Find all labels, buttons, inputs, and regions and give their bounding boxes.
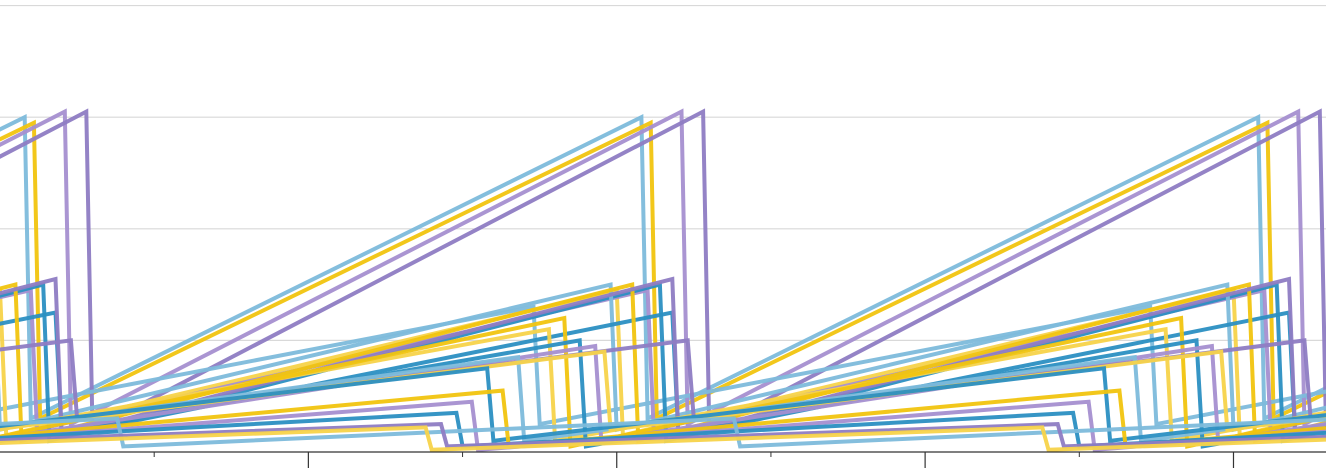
gridlines (0, 4, 1326, 341)
series-line-3 (0, 108, 1326, 428)
series-line-13 (0, 326, 1326, 444)
series-line-5 (0, 304, 1326, 427)
series-line-9 (0, 282, 1326, 433)
series-line-12 (0, 276, 1326, 438)
series-line-14 (0, 315, 1326, 449)
series-line-8 (0, 282, 1326, 444)
series-line-7 (0, 287, 1326, 433)
series-line-17 (0, 338, 1326, 421)
series-line-20 (0, 366, 1326, 444)
series-line-15 (0, 338, 1326, 449)
series-line-26 (0, 425, 1326, 452)
series-line-24 (0, 416, 1326, 449)
series-lines (0, 108, 1326, 452)
series-line-22 (0, 399, 1326, 452)
series-line-2 (0, 119, 1326, 422)
series-line-18 (0, 354, 1326, 444)
series-line-11 (0, 282, 1326, 444)
series-line-16 (0, 343, 1326, 444)
x-axis (0, 451, 1326, 468)
series-line-23 (0, 410, 1326, 449)
series-line-21 (0, 388, 1326, 449)
series-line-25 (0, 422, 1326, 449)
series-line-19 (0, 349, 1326, 432)
